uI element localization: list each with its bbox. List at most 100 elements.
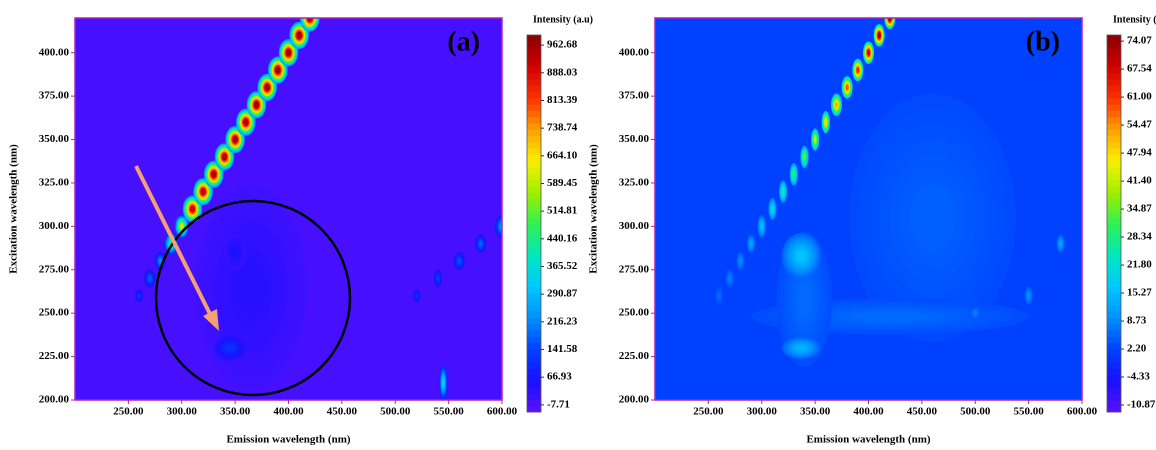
colorbar-band [527,91,541,99]
contour-peak [768,197,777,221]
colorbar-band [527,254,541,262]
colorbar-band [527,166,541,174]
colorbar-band [527,154,541,162]
contour-peak [849,93,1016,342]
colorbar-band [527,47,541,55]
colorbar-band [1107,185,1121,193]
contour-level [852,311,928,322]
colorbar-band [1107,35,1121,42]
colorbar-tick-label: 216.23 [547,315,578,327]
colorbar-tick-label: 41.40 [1127,175,1152,187]
x-axis-label: Emission wavelength (nm) [806,434,930,446]
contour-peak [778,180,788,203]
colorbar-band [527,122,541,130]
colorbar-band [527,349,541,356]
contour-peak [144,269,156,288]
contour-level [307,18,313,22]
colorbar-band [527,393,541,400]
x-tick-label: 250.00 [693,406,724,418]
colorbar-band [527,368,541,375]
y-tick-label: 250.00 [39,307,70,319]
colorbar-band [527,129,541,137]
contour-level [232,135,238,144]
x-tick-label: 250.00 [113,406,144,418]
colorbar-band [527,242,541,250]
y-tick-label: 275.00 [39,263,70,275]
x-tick-label: 600.00 [487,406,518,418]
y-tick-label: 350.00 [619,133,650,145]
x-tick-label: 450.00 [907,406,938,418]
x-tick-label: 500.00 [960,406,991,418]
contour-level [148,276,152,281]
colorbar-band [527,336,541,344]
colorbar-band [527,66,541,74]
highlight-circle [154,199,352,397]
colorbar-band [1107,60,1121,67]
contour-peak [236,108,256,136]
contour-peak [781,233,821,279]
colorbar-tick-label: 589.45 [547,177,578,189]
contour-peak [1056,234,1065,253]
colorbar-band [527,210,541,218]
colorbar-band [1107,41,1121,49]
colorbar-band [527,261,541,268]
colorbar-band [1107,349,1121,356]
colorbar-band [1107,223,1121,231]
contour-level [973,311,977,316]
colorbar-band [1107,116,1121,124]
y-tick-label: 375.00 [619,90,650,102]
y-tick-label: 225.00 [619,350,650,362]
y-tick-label: 300.00 [619,220,650,232]
contour-level [728,276,731,281]
contour-peak [453,252,465,271]
colorbar-band [527,361,541,369]
colorbar-band [1107,229,1121,237]
contour-level [771,205,774,213]
colorbar-band [527,399,541,407]
contour-peak [821,110,830,134]
y-tick-label: 200.00 [39,394,70,406]
colorbar-band [1107,280,1121,287]
contour-level [457,258,461,264]
contour-peak [268,56,288,84]
y-axis-label: Excitation wavelength (nm) [588,144,600,274]
colorbar-band [527,78,541,86]
contour-peak [300,18,320,32]
colorbar-band [1107,192,1121,199]
colorbar-tick-label: 290.87 [547,288,578,300]
arrow-shaft [134,165,212,315]
colorbar-tick-label: 813.39 [547,94,578,106]
y-tick-label: 325.00 [619,176,650,188]
colorbar-tick-label: 54.47 [1127,119,1152,131]
contour-level [781,188,785,195]
colorbar-band [527,229,541,237]
colorbar-band [1107,286,1121,294]
colorbar-tick-label: 34.87 [1127,203,1152,215]
colorbar-tick-label: 365.52 [547,260,578,272]
colorbar-label: Intensity (a.u) [1113,14,1156,25]
contour-level [888,18,892,22]
contour-peak [830,93,843,117]
arrow-head [203,309,219,331]
contour-peak [433,269,443,288]
colorbar-band [1107,298,1121,306]
colorbar-band [527,236,541,243]
contour-level [795,249,807,263]
colorbar-tick-label: 888.03 [547,66,578,78]
contour-peak [725,269,734,288]
contour-level [232,247,239,258]
colorbar-band [527,35,541,42]
colorbar-frame [1106,34,1122,413]
colorbar-band [1107,248,1121,256]
colorbar-tick-label: 74.07 [1127,35,1152,47]
contour-peak [800,145,809,169]
contour-level [189,205,196,213]
colorbar-band [527,380,541,388]
contour-level [739,258,742,264]
colorbar-band [527,179,541,187]
colorbar-band [1107,261,1121,268]
contour-peak [475,234,487,253]
contour-level [137,293,141,298]
colorbar-band [1107,135,1121,143]
